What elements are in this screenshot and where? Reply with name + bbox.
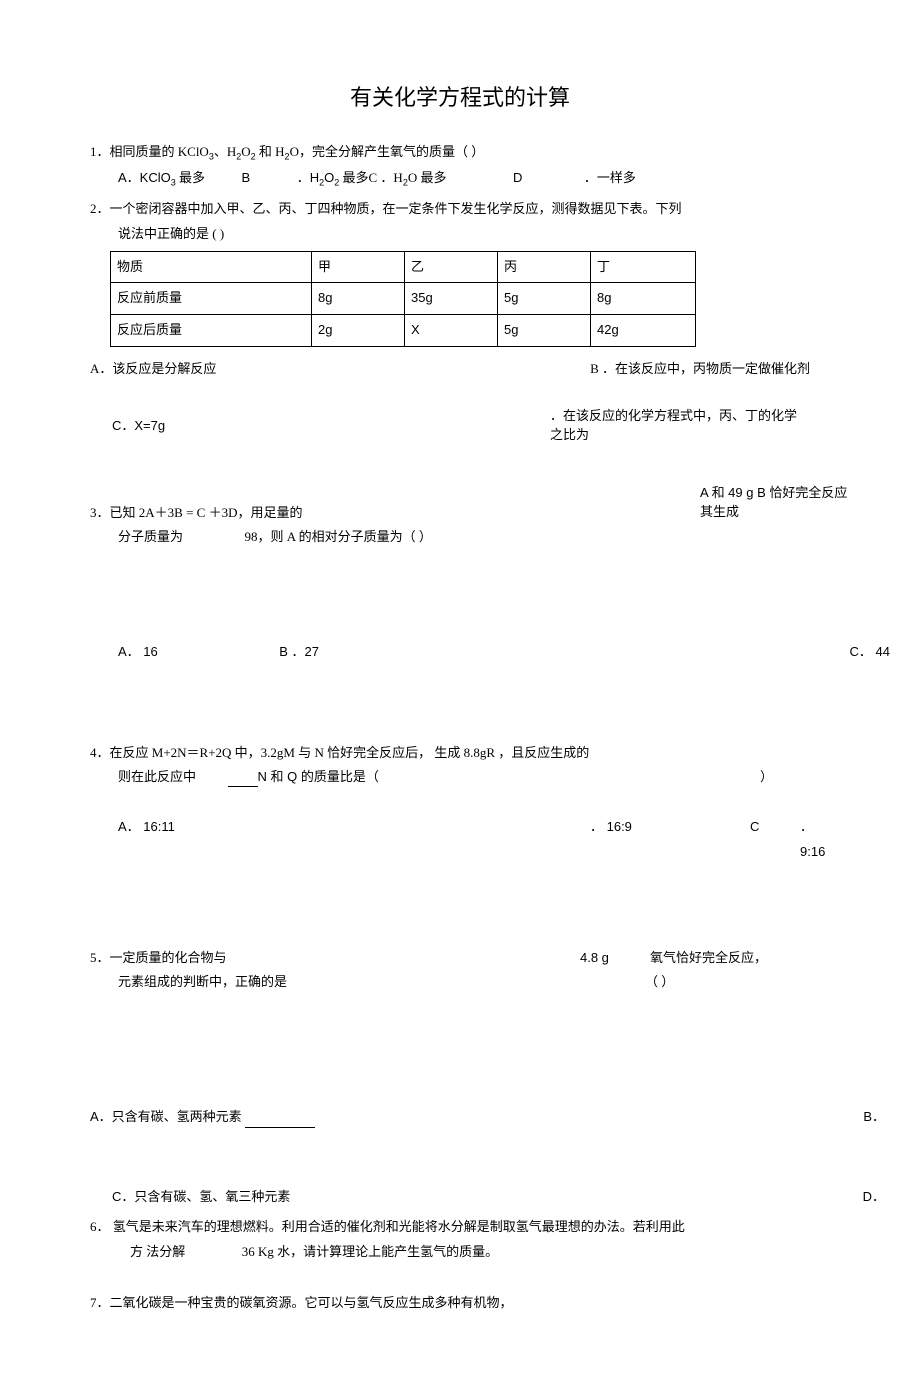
q1-num: 1． <box>90 144 110 159</box>
q5-num: 5． <box>90 950 110 965</box>
q4-optA: A． 16:11 <box>118 819 175 834</box>
q2-table: 物质 甲 乙 丙 丁 反应前质量 8g 35g 5g 8g 反应后质量 2g X… <box>110 251 696 347</box>
q3-num: 3． <box>90 505 110 520</box>
q2-h1: 甲 <box>312 251 405 283</box>
q4-optC: ． 9:16 <box>800 815 830 864</box>
q5-paren: （ ） <box>645 970 674 995</box>
q1-optA-post: 最多 <box>176 170 205 185</box>
q4-line2c: ） <box>760 765 773 790</box>
q5-optD: D． <box>863 1185 885 1210</box>
q5-mid2: 氧气恰好完全反应， <box>650 946 767 971</box>
question-5: 5．一定质量的化合物与 4.8 g 氧气恰好完全反应， 元素组成的判断中，正确的… <box>90 946 830 1210</box>
q1-optD-letter: D <box>513 170 522 185</box>
q2-r2c0: 反应后质量 <box>111 315 312 347</box>
q2-h2: 乙 <box>405 251 498 283</box>
q1-stem: 相同质量的 KClO <box>110 144 209 159</box>
q1-m3: 和 H <box>256 144 285 159</box>
q1-optB-post: 最多 <box>339 170 368 185</box>
q7-num: 7． <box>90 1295 110 1310</box>
q1-optB-dot: ． <box>297 170 310 185</box>
question-4: 4．在反应 M+2N＝R+2Q 中，3.2gM 与 N 恰好完全反应后， 生成 … <box>90 741 830 840</box>
q2-r1c3: 5g <box>498 283 591 315</box>
q3-line2a: 分子质量为 <box>118 529 183 544</box>
q2-r2c4: 42g <box>591 315 696 347</box>
q3-stem: 已知 2A＋3B = C ＋3D，用足量的 <box>110 505 303 520</box>
q4-optB: ． 16:9 <box>590 815 632 840</box>
q3-optA: A． 16 <box>118 644 158 659</box>
q5-stem: 一定质量的化合物与 <box>110 950 227 965</box>
q1-m2: O <box>241 144 250 159</box>
q2-h0: 物质 <box>111 251 312 283</box>
q1-optB-h: H <box>310 170 319 185</box>
q5-optA: A．只含有碳、氢两种元素 <box>90 1109 242 1124</box>
q1-optD: ．一样多 <box>584 170 636 185</box>
question-1: 1．相同质量的 KClO3、H2O2 和 H2O，完全分解产生氧气的质量（ ） … <box>90 140 830 191</box>
q3-optB: B ．27 <box>279 644 319 659</box>
q6-stem: 氢气是未来汽车的理想燃料。利用合适的催化剂和光能将水分解是制取氢气最理想的办法。… <box>110 1219 685 1234</box>
q4-line2a: 则在此反应中 <box>118 769 196 784</box>
q2-stem: 一个密闭容器中加入甲、乙、丙、丁四种物质，在一定条件下发生化学反应，测得数据见下… <box>110 201 682 216</box>
q2-r1c0: 反应前质量 <box>111 283 312 315</box>
q1-optB-letter: B <box>242 170 251 185</box>
question-2: 2．一个密闭容器中加入甲、乙、丙、丁四种物质，在一定条件下发生化学反应，测得数据… <box>90 197 830 444</box>
q5-line2: 元素组成的判断中，正确的是 <box>118 974 287 989</box>
q1-optB-o: O <box>324 170 334 185</box>
q2-optA: A．该反应是分解反应 <box>90 357 216 382</box>
q2-stem2: 说法中正确的是 ( ) <box>118 226 224 241</box>
q2-r1c1: 8g <box>312 283 405 315</box>
q5-optB: B． <box>863 1105 885 1130</box>
q1-m4: O，完全分解产生氧气的质量（ ） <box>290 144 485 159</box>
q2-h3: 丙 <box>498 251 591 283</box>
q7-stem: 二氧化碳是一种宝贵的碳氧资源。它可以与氢气反应生成多种有机物， <box>110 1295 513 1310</box>
q2-r1c2: 35g <box>405 283 498 315</box>
q3-optC: C． 44 <box>850 640 890 665</box>
q4-num: 4． <box>90 745 110 760</box>
q3-right1: A 和 49 g B 恰好完全反应 <box>700 485 847 500</box>
q2-r2c3: 5g <box>498 315 591 347</box>
q1-optA-pre: A．KClO <box>118 170 171 185</box>
page-title: 有关化学方程式的计算 <box>90 80 830 112</box>
q4-stem: 在反应 M+2N＝R+2Q 中，3.2gM 与 N 恰好完全反应后， 生成 8.… <box>110 745 590 760</box>
question-3: A 和 49 g B 恰好完全反应 其生成 3．已知 2A＋3B = C ＋3D… <box>90 501 830 665</box>
q6-num: 6． <box>90 1219 110 1234</box>
q3-right2: 其生成 <box>700 504 739 519</box>
q2-optD2: 之比为 <box>550 427 589 442</box>
q1-optC-post: O 最多 <box>408 170 447 185</box>
q1-m1: 、H <box>214 144 236 159</box>
q6-line2a: 方 法分解 <box>130 1244 185 1259</box>
q5-mid: 4.8 g <box>580 946 609 971</box>
q2-r1c4: 8g <box>591 283 696 315</box>
q2-optD1: ．在该反应的化学方程式中，丙、丁的化学 <box>550 408 797 423</box>
q1-optC-pre: C ．H <box>369 170 403 185</box>
q4-line2b: N 和 Q 的质量比是（ <box>258 769 379 784</box>
question-7: 7．二氧化碳是一种宝贵的碳氧资源。它可以与氢气反应生成多种有机物， <box>90 1291 830 1316</box>
q6-line2b: 36 Kg 水，请计算理论上能产生氢气的质量。 <box>242 1244 498 1259</box>
q2-num: 2． <box>90 201 110 216</box>
q2-optB: B ．在该反应中，丙物质一定做催化剂 <box>590 357 830 382</box>
q2-h4: 丁 <box>591 251 696 283</box>
q2-optC: C．X=7g <box>90 406 165 445</box>
q2-r2c2: X <box>405 315 498 347</box>
question-6: 6． 氢气是未来汽车的理想燃料。利用合适的催化剂和光能将水分解是制取氢气最理想的… <box>90 1215 830 1264</box>
q2-r2c1: 2g <box>312 315 405 347</box>
q4-optC-letter: C <box>750 815 759 840</box>
q3-line2b: 98，则 A 的相对分子质量为（ ） <box>245 529 432 544</box>
q5-optC: C．只含有碳、氢、氧三种元素 <box>112 1189 290 1204</box>
